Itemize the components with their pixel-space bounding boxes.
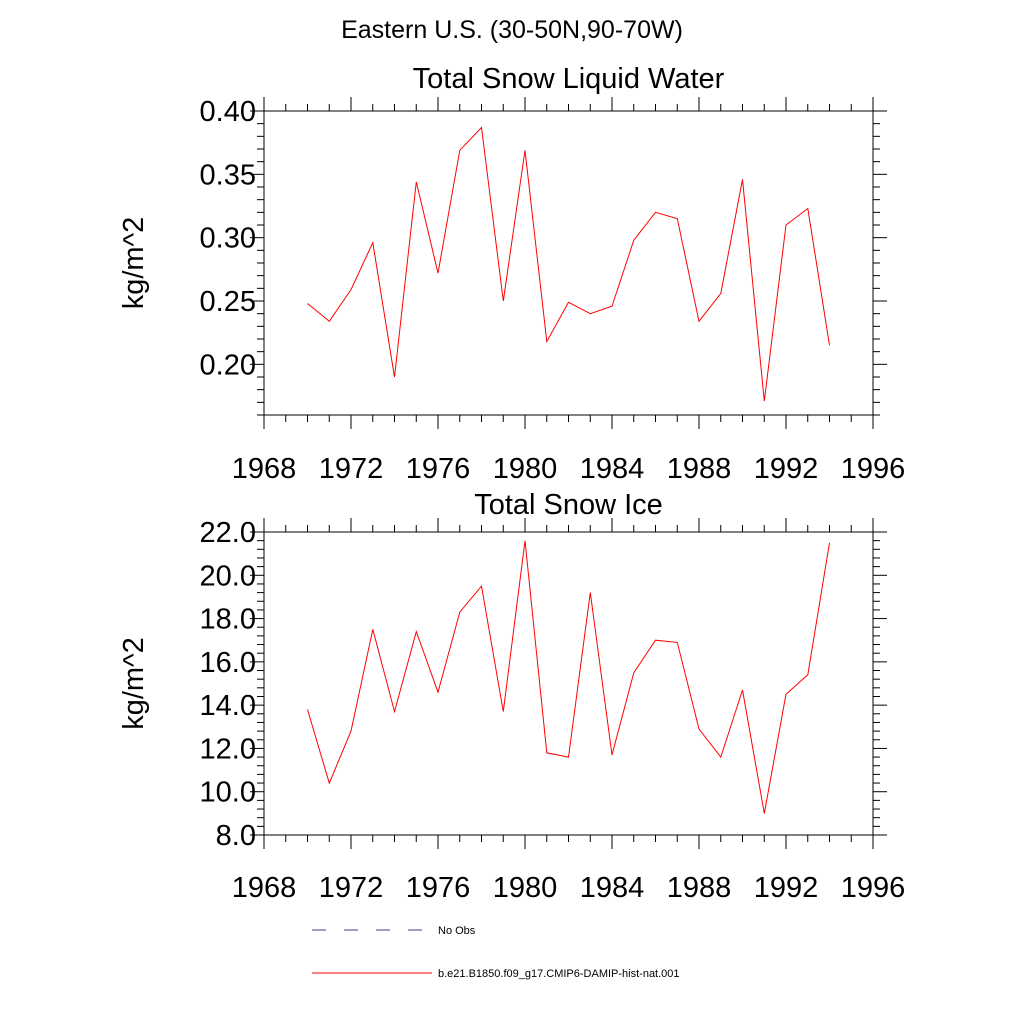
y-axis-label: kg/m^2 — [118, 637, 150, 730]
x-tick-label: 1980 — [493, 872, 558, 904]
x-tick-label: 1976 — [406, 453, 471, 485]
x-tick-label: 1972 — [319, 872, 384, 904]
chart-panel-1: Total Snow Liquid Water kg/m^2 1968 1972 197… — [118, 63, 905, 485]
y-axis-label: kg/m^2 — [118, 217, 150, 310]
x-tick-label: 1992 — [754, 453, 819, 485]
series-line — [308, 541, 830, 814]
x-tick-label: 1996 — [841, 872, 906, 904]
legend-label: No Obs — [438, 925, 476, 937]
x-tick-label: 1988 — [667, 453, 732, 485]
y-tick-label: 0.20 — [200, 349, 256, 381]
y-tick-label: 10.0 — [200, 777, 256, 809]
y-tick-label: 18.0 — [200, 604, 256, 636]
y-tick-label: 8.0 — [216, 820, 256, 852]
y-tick-label: 14.0 — [200, 690, 256, 722]
legend: No Obs b.e21.B1850.f09_g17.CMIP6-DAMIP-hi… — [312, 925, 680, 980]
x-tick-label: 1984 — [580, 453, 645, 485]
chart-title: Total Snow Ice — [474, 489, 663, 521]
figure-title: Eastern U.S. (30-50N,90-70W) — [0, 16, 1024, 45]
series-line — [308, 128, 830, 402]
y-tick-label: 0.25 — [200, 286, 256, 318]
y-tick-label: 22.0 — [200, 517, 256, 549]
chart-title: Total Snow Liquid Water — [413, 63, 725, 95]
y-tick-label: 0.35 — [200, 159, 256, 191]
x-tick-label: 1968 — [232, 872, 297, 904]
x-tick-label: 1968 — [232, 453, 297, 485]
x-tick-label: 1972 — [319, 453, 384, 485]
y-tick-label: 20.0 — [200, 560, 256, 592]
x-tick-label: 1980 — [493, 453, 558, 485]
y-tick-label: 0.40 — [200, 96, 256, 128]
y-tick-label: 16.0 — [200, 647, 256, 679]
x-tick-label: 1976 — [406, 872, 471, 904]
x-tick-label: 1996 — [841, 453, 906, 485]
plot-frame — [264, 532, 873, 835]
y-tick-label: 12.0 — [200, 733, 256, 765]
y-tick-label: 0.30 — [200, 223, 256, 255]
x-tick-label: 1988 — [667, 872, 732, 904]
x-tick-label: 1992 — [754, 872, 819, 904]
legend-label: b.e21.B1850.f09_g17.CMIP6-DAMIP-hist-nat… — [438, 968, 680, 980]
chart-panel-2: Total Snow Ice kg/m^2 1968 1972 1976 1980 1984… — [118, 489, 905, 904]
x-tick-label: 1984 — [580, 872, 645, 904]
